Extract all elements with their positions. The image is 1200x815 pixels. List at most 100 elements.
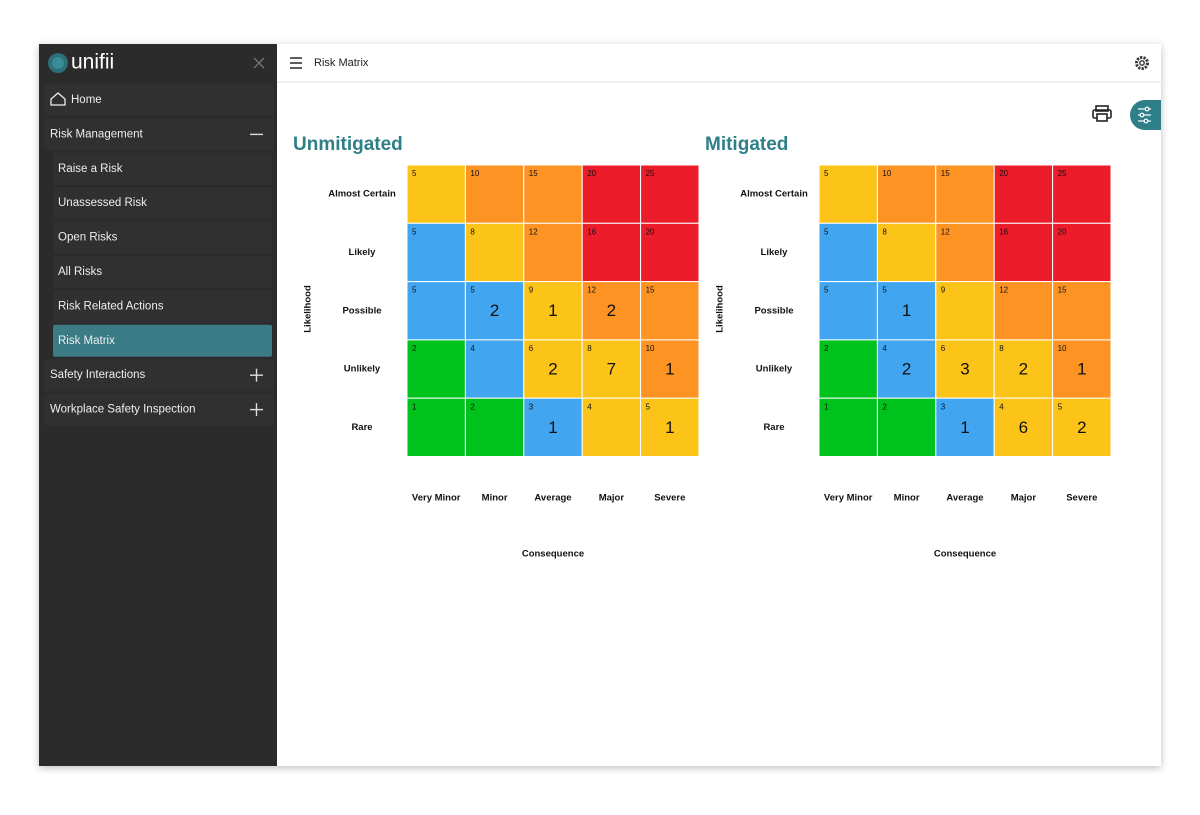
cell-score: 5 [824,286,829,295]
matrix-cell[interactable] [993,281,1054,341]
cell-count: 2 [548,360,557,379]
matrix-cell[interactable] [523,339,583,399]
cell-score: 2 [824,344,829,353]
cell-score: 5 [824,169,829,178]
matrix-cell[interactable] [406,397,466,458]
matrix-cell[interactable] [406,281,466,341]
nav-item[interactable]: Risk Management [50,128,143,140]
matrix-cell[interactable] [523,397,583,458]
matrix-cell[interactable] [464,281,525,341]
matrix-cell[interactable] [1052,281,1112,341]
matrix-cell[interactable] [935,397,995,458]
cell-score: 20 [587,169,596,178]
cell-count: 1 [665,418,674,437]
print-button[interactable] [1092,105,1112,122]
matrix-cell[interactable] [640,164,700,224]
logo-icon-inner [52,57,64,69]
menu-button[interactable] [290,57,302,69]
nav-item[interactable]: Workplace Safety Inspection [50,404,196,416]
page-title: Risk Matrix [314,57,369,69]
matrix-cell[interactable] [406,222,466,283]
nav-subitem[interactable]: Open Risks [58,232,118,244]
column-label: Very Minor [412,493,461,504]
matrix-cell[interactable] [935,164,995,224]
logo-text: unifii [71,51,114,74]
cell-score: 5 [1058,402,1063,411]
nav-subitem[interactable]: All Risks [58,266,102,278]
cell-score: 2 [882,402,887,411]
nav-subitem[interactable]: Risk Related Actions [58,300,164,312]
matrix-cell[interactable] [876,281,937,341]
matrix-cell[interactable] [993,164,1054,224]
matrix-cell[interactable] [935,222,995,283]
matrix-cell[interactable] [464,164,525,224]
expand-icon[interactable] [250,368,263,382]
column-label: Severe [654,493,685,504]
matrix-cell[interactable] [406,164,466,224]
cell-score: 20 [646,227,655,236]
cell-score: 1 [412,402,417,411]
expand-icon[interactable] [250,403,263,417]
cell-score: 20 [999,169,1008,178]
cell-score: 6 [941,344,946,353]
cell-score: 3 [529,402,534,411]
matrix-cell[interactable] [935,281,995,341]
nav-item-bg [53,290,272,323]
matrix-cell[interactable] [581,222,642,283]
row-label: Possible [342,305,381,316]
cell-score: 4 [999,402,1004,411]
cell-score: 5 [412,169,417,178]
matrix-cell[interactable] [935,339,995,399]
close-sidebar[interactable] [253,57,265,69]
cell-score: 10 [470,169,479,178]
matrix-cell[interactable] [1052,222,1112,283]
column-label: Minor [482,493,508,504]
matrix-cell[interactable] [1052,339,1112,399]
matrix-cell[interactable] [640,281,700,341]
logo: unifii [48,51,114,74]
nav-subitem[interactable]: Raise a Risk [58,163,123,175]
filter-button[interactable] [1130,100,1161,130]
cell-score: 12 [941,227,950,236]
matrix-cell[interactable] [876,339,937,399]
nav-subitem[interactable]: Risk Matrix [58,335,115,347]
cell-count: 6 [1019,418,1028,437]
matrix-cell[interactable] [818,164,878,224]
matrix-cell[interactable] [993,397,1054,458]
matrix-cell[interactable] [581,281,642,341]
matrix-cell[interactable] [406,339,466,399]
cell-score: 3 [941,402,946,411]
cell-score: 5 [824,227,829,236]
row-label: Likely [349,247,377,258]
matrix-cell[interactable] [818,397,878,458]
nav-subitem[interactable]: Unassessed Risk [58,197,147,209]
matrix-cell[interactable] [1052,397,1112,458]
column-label: Major [599,493,625,504]
matrix-cell[interactable] [581,397,642,458]
row-label: Unlikely [756,364,793,375]
cell-count: 2 [1077,418,1086,437]
cell-score: 12 [999,286,1008,295]
cell-score: 9 [529,286,534,295]
matrix-cell[interactable] [581,339,642,399]
topbar [277,44,1161,82]
cell-count: 3 [960,360,969,379]
cell-score: 16 [999,227,1008,236]
nav-item[interactable]: Home [71,94,102,106]
matrix-cell[interactable] [1052,164,1112,224]
column-label: Major [1011,493,1037,504]
cell-score: 20 [1058,227,1067,236]
nav-item[interactable]: Safety Interactions [50,369,145,381]
matrix-cell[interactable] [640,222,700,283]
matrix-cell[interactable] [818,339,878,399]
cell-count: 1 [665,360,674,379]
matrix-cell[interactable] [640,397,700,458]
y-axis-label: Likelihood [303,285,314,333]
cell-count: 1 [548,418,557,437]
matrix-cell[interactable] [818,222,878,283]
cell-score: 12 [529,227,538,236]
settings-button[interactable] [1135,56,1149,70]
column-label: Severe [1066,493,1097,504]
matrix-cell[interactable] [640,339,700,399]
row-label: Likely [761,247,789,258]
